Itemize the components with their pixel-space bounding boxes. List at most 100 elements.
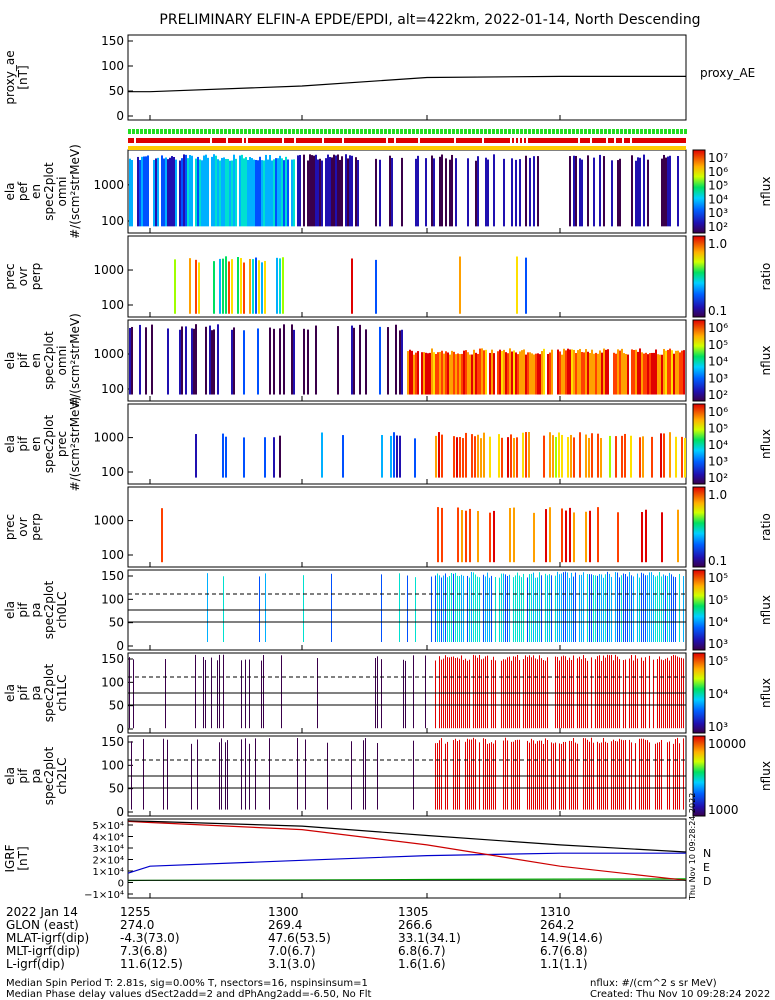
y-axis-label: pa: [29, 769, 43, 784]
y-tick-label: 50: [109, 84, 124, 98]
y-axis-label: [nT]: [16, 65, 30, 89]
spec-column: [589, 510, 591, 563]
spec-column: [507, 353, 509, 395]
status-red: [288, 138, 292, 143]
spec-column: [265, 154, 267, 227]
spec-column: [167, 159, 169, 227]
spec-column: [375, 259, 377, 314]
status-red: [580, 138, 584, 143]
status-green: [424, 129, 427, 134]
spec-column: [655, 576, 656, 642]
status-red: [228, 138, 232, 143]
spec-column: [227, 740, 228, 810]
status-green: [356, 129, 359, 134]
colorbar: [692, 403, 706, 485]
status-green: [244, 129, 247, 134]
spec-column: [273, 437, 275, 478]
spec-column: [303, 575, 304, 642]
spec-column: [573, 576, 574, 642]
spec-column: [583, 352, 585, 395]
spec-column: [489, 436, 491, 478]
colorbar-label: 10⁵: [708, 179, 728, 193]
status-green: [284, 129, 287, 134]
spec-column: [287, 159, 289, 227]
spec-column: [207, 573, 208, 642]
status-red: [380, 138, 384, 143]
table-row-label: GLON (east): [6, 918, 79, 932]
spec-column: [327, 154, 329, 227]
status-green: [412, 129, 415, 134]
spec-column: [399, 435, 401, 478]
status-green: [268, 129, 271, 134]
spec-column: [601, 352, 603, 395]
spec-column: [351, 325, 353, 395]
spec-column: [315, 154, 317, 227]
spec-column: [231, 329, 233, 395]
spec-column: [163, 158, 165, 227]
spec-column: [653, 659, 654, 729]
status-green: [164, 129, 167, 134]
y-axis-label: #/(scm²strMeV): [68, 313, 82, 408]
spec-column: [528, 432, 530, 478]
spec-column: [474, 436, 476, 478]
spec-column: [198, 262, 200, 314]
spec-column: [543, 743, 544, 810]
spec-column: [285, 156, 287, 227]
spec-column: [649, 655, 650, 729]
spec-column: [505, 352, 507, 395]
spec-column: [249, 659, 250, 729]
colorbar-label: 10⁴: [708, 355, 728, 369]
y-axis-label: ela: [3, 435, 17, 453]
status-red: [664, 138, 668, 143]
spec-column: [485, 738, 486, 810]
status-green: [152, 129, 155, 134]
spec-column: [417, 155, 419, 227]
spec-column: [283, 324, 285, 395]
status-green: [584, 129, 587, 134]
status-red: [456, 138, 460, 143]
spec-column: [573, 349, 575, 395]
spec-column: [445, 573, 446, 642]
spec-column: [519, 739, 520, 810]
spec-column: [539, 740, 540, 810]
spec-column: [533, 740, 534, 810]
spec-column: [407, 575, 408, 642]
status-green: [596, 129, 599, 134]
status-green: [352, 129, 355, 134]
spec-column: [263, 160, 265, 227]
table-cell: 266.6: [398, 918, 433, 932]
spec-column: [621, 348, 623, 395]
status-green: [292, 129, 295, 134]
spec-column: [219, 160, 221, 227]
spec-column: [282, 257, 284, 314]
status-red: [312, 138, 316, 143]
y-axis-label: spec2plot: [42, 663, 56, 722]
spec-column: [509, 656, 510, 729]
colorbar-label: 10⁴: [708, 192, 728, 206]
status-red: [164, 138, 168, 143]
y-tick-label: 100: [101, 298, 124, 312]
status-red: [488, 138, 492, 143]
status-bars: [128, 129, 687, 150]
status-red: [376, 138, 380, 143]
spec-column: [264, 437, 266, 478]
status-green: [308, 129, 311, 134]
y-tick-label: 150: [101, 652, 124, 666]
spec-column: [165, 658, 166, 729]
spec-column: [535, 743, 536, 810]
spec-column: [345, 154, 347, 227]
status-green: [304, 129, 307, 134]
spec-column: [665, 658, 666, 729]
spec-column: [633, 660, 634, 729]
spec-column: [499, 349, 501, 395]
spec-column: [659, 571, 660, 642]
spec-column: [509, 348, 511, 395]
colorbar-label: 0.1: [708, 554, 727, 568]
spec-column: [243, 262, 245, 314]
status-red: [388, 138, 392, 143]
spec-column: [545, 738, 546, 810]
y-axis-label: [nT]: [16, 846, 30, 870]
spec-column: [651, 436, 653, 478]
spec-column: [589, 574, 590, 642]
status-red: [636, 138, 640, 143]
